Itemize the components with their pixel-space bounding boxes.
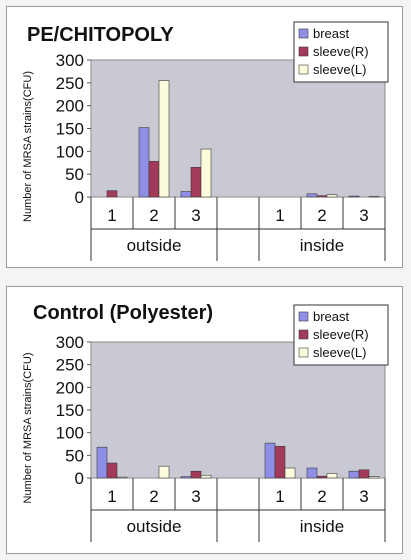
legend-swatch (298, 46, 309, 57)
y-tick-label: 100 (56, 142, 84, 161)
x-tick-label: 3 (359, 487, 368, 506)
bar-sleever-1 (148, 161, 160, 198)
y-tick-label: 50 (65, 165, 84, 184)
bar-sleevel-5 (326, 194, 338, 198)
bar-breast-4 (264, 442, 276, 479)
x-tick-label: 3 (191, 206, 200, 225)
group-label-outside: outside (127, 517, 182, 536)
y-tick-label: 0 (75, 469, 84, 488)
bar-sleevel-5 (326, 473, 338, 479)
y-tick-label: 150 (56, 120, 84, 139)
bar-breast-6 (348, 470, 360, 479)
y-axis-label: Number of MRSA strains(CFU) (22, 71, 34, 222)
legend-label: breast (313, 26, 350, 41)
legend-swatch (298, 28, 309, 39)
bar-breast-2 (180, 476, 192, 479)
y-tick-label: 200 (56, 97, 84, 116)
group-label-inside: inside (300, 517, 344, 536)
legend-label: sleeve(R) (313, 44, 369, 59)
x-tick-label: 1 (107, 487, 116, 506)
chart-title: Control (Polyester) (33, 302, 213, 324)
y-tick-label: 250 (56, 356, 84, 375)
legend-swatch (298, 64, 309, 75)
bar-sleevel-6 (368, 476, 380, 479)
bar-sleevel-1 (158, 465, 170, 479)
legend-swatch (298, 329, 309, 340)
y-tick-label: 150 (56, 401, 84, 420)
y-tick-label: 100 (56, 424, 84, 443)
x-tick-label: 2 (317, 206, 326, 225)
chart-pe-chitopoly: PE/CHITOPOLY Number of MRSA strains(CFU) 0… (22, 21, 389, 261)
bar-breast-2 (180, 191, 192, 198)
y-tick-label: 250 (56, 74, 84, 93)
bar-breast-5 (306, 467, 318, 479)
x-tick-label: 2 (149, 206, 158, 225)
x-tick-label: 2 (149, 487, 158, 506)
chart-control-polyester: Control (Polyester) Number of MRSA strain… (22, 302, 389, 542)
chart-panel-control-polyester: Control (Polyester) Number of MRSA strain… (6, 286, 403, 554)
x-tick-label: 3 (191, 487, 200, 506)
legend: breast sleeve(R) sleeve(L) (293, 21, 389, 83)
y-tick-label: 0 (75, 188, 84, 207)
chart-title: PE/CHITOPOLY (27, 24, 174, 46)
group-label-inside: inside (300, 236, 344, 255)
bar-breast-0 (96, 446, 108, 479)
bar-sleever-5 (316, 475, 328, 479)
bar-sleever-5 (316, 195, 328, 198)
legend-label: sleeve(L) (313, 62, 366, 77)
y-axis-label: Number of MRSA strains(CFU) (22, 353, 34, 504)
bar-sleevel-4 (284, 467, 296, 479)
legend-label: sleeve(L) (313, 345, 366, 360)
legend-label: breast (313, 309, 350, 324)
bar-sleevel-0 (116, 476, 128, 479)
legend-swatch (298, 311, 309, 322)
bar-sleever-0 (106, 190, 118, 198)
bar-sleever-6 (358, 469, 370, 479)
bar-sleever-0 (106, 462, 118, 479)
legend-box (293, 21, 389, 83)
chart-panel-pe-chitopoly: PE/CHITOPOLY Number of MRSA strains(CFU) 0… (6, 6, 403, 268)
x-tick-label: 3 (359, 206, 368, 225)
legend: breast sleeve(R) sleeve(L) (293, 304, 389, 366)
y-tick-label: 300 (56, 333, 84, 352)
bar-sleevel-2 (200, 474, 212, 479)
x-tick-label: 2 (317, 487, 326, 506)
bar-sleever-4 (274, 445, 286, 479)
x-tick-label: 1 (107, 206, 116, 225)
bar-breast-5 (306, 193, 318, 198)
bar-breast-6 (348, 195, 360, 198)
legend-label: sleeve(R) (313, 327, 369, 342)
x-tick-label: 1 (275, 206, 284, 225)
group-label-outside: outside (127, 236, 182, 255)
bar-breast-1 (138, 127, 150, 198)
y-tick-label: 300 (56, 51, 84, 70)
legend-swatch (298, 347, 309, 358)
x-tick-label: 1 (275, 487, 284, 506)
y-tick-label: 50 (65, 446, 84, 465)
bar-sleevel-1 (158, 80, 170, 198)
y-tick-label: 200 (56, 378, 84, 397)
legend-box (293, 304, 389, 366)
bar-sleevel-2 (200, 148, 212, 198)
bar-sleever-2 (190, 470, 202, 479)
bar-sleever-2 (190, 167, 202, 198)
